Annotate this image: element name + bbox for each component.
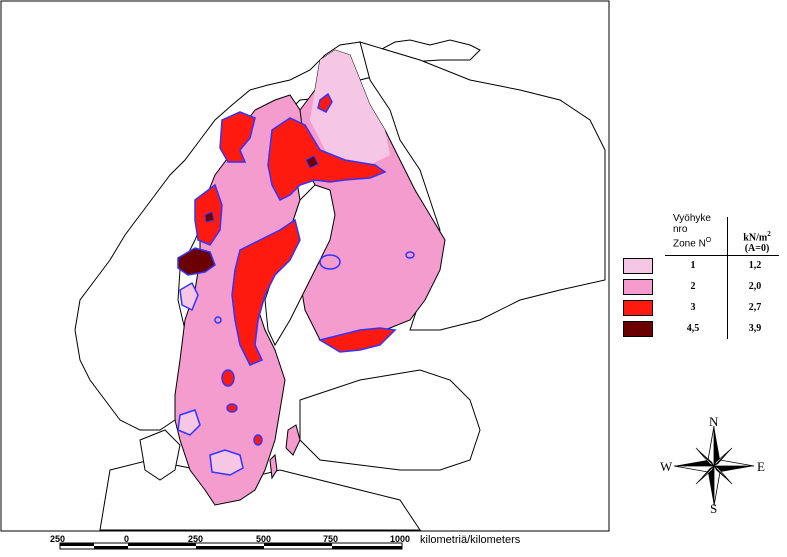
zone-contour-5 [405,251,415,259]
compass-rose [673,425,755,507]
legend-zone-header-text: Zone N [673,238,706,250]
legend-zone-header: Vyöhyke nro Zone NO [673,213,723,249]
zone-contour-6 [214,316,222,324]
legend-load-value: 2,0 [748,281,762,292]
scale-tick-label: 1000 [390,534,411,544]
legend-swatch [623,279,653,295]
legend-zone-number: 4,5 [686,323,700,334]
zone-3-northwest [219,111,256,163]
legend-zone-number: 2 [690,281,696,292]
compass-east-label: E [757,459,765,474]
scale-tick-label: 0 [124,534,130,544]
legend-zone-header-line1: Vyöhyke [673,213,711,224]
zone-3-east-coast [231,218,301,366]
scale-tick-label: 750 [323,534,339,544]
legend: Vyöhyke nro Zone NO kN/m2 (A=0) 1 1,2 2 … [617,213,779,342]
legend-load-value: 3,9 [748,323,762,334]
legend-load-value: 2,7 [748,302,762,313]
legend-zone-header-line2: nro [673,224,688,235]
zone-45-small-2 [204,211,215,223]
zone-1-west [179,281,199,312]
russia-land [359,41,606,331]
compass-west-label: W [660,459,673,474]
legend-load-header-line2: (A=0) [744,243,770,255]
legend-load-header-line1: kN/m2 [737,229,777,243]
zone-1-southwest [177,409,201,436]
legend-swatch [623,258,653,274]
legend-divider-horizontal [665,255,779,256]
legend-zone-number: 3 [690,302,696,313]
legend-divider-vertical [727,217,728,339]
zone-1-gotland [285,424,301,456]
scale-tick-label: 250 [188,534,204,544]
legend-swatch [623,321,653,337]
baltic-land [299,369,481,471]
map-frame-border [0,0,610,532]
zone-3-finland-north [317,92,333,113]
compass-north-label: N [709,414,719,429]
legend-load-value: 1,2 [748,260,762,271]
zone-45-west [177,247,216,276]
zone-contour-1 [319,254,341,270]
legend-swatch [623,300,653,316]
zone-3-north [267,117,387,201]
zone-contour-2 [221,369,235,387]
legend-load-unit-sup: 2 [767,230,771,238]
zone-1-south [209,449,244,476]
scale-unit-label: kilometriä/kilometers [420,534,521,546]
legend-zone-number: 1 [690,260,696,271]
legend-zone-header-sup: O [705,237,712,244]
compass-south-label: S [710,501,718,516]
legend-row: 4,5 3,9 [617,321,779,339]
denmark-land [139,429,181,481]
zone-45-small-1 [305,155,319,169]
legend-row: 2 2,0 [617,279,779,297]
zone-3-finland-south [318,327,397,353]
finland-zone-1 [310,50,390,165]
zone-contour-4 [253,434,263,446]
legend-load-header: kN/m2 (A=0) [737,229,777,254]
legend-row: 3 2,7 [617,300,779,318]
scale-bar [59,542,403,550]
zone-contour-3 [226,403,238,413]
legend-load-unit: kN/m [743,232,768,244]
legend-row: 1 1,2 [617,258,779,276]
scale-tick-label: 500 [256,534,272,544]
scale-tick-label: 250 [50,534,66,544]
zone-1-oland [269,453,278,480]
legend-zone-header-line3: Zone NO [673,235,723,249]
